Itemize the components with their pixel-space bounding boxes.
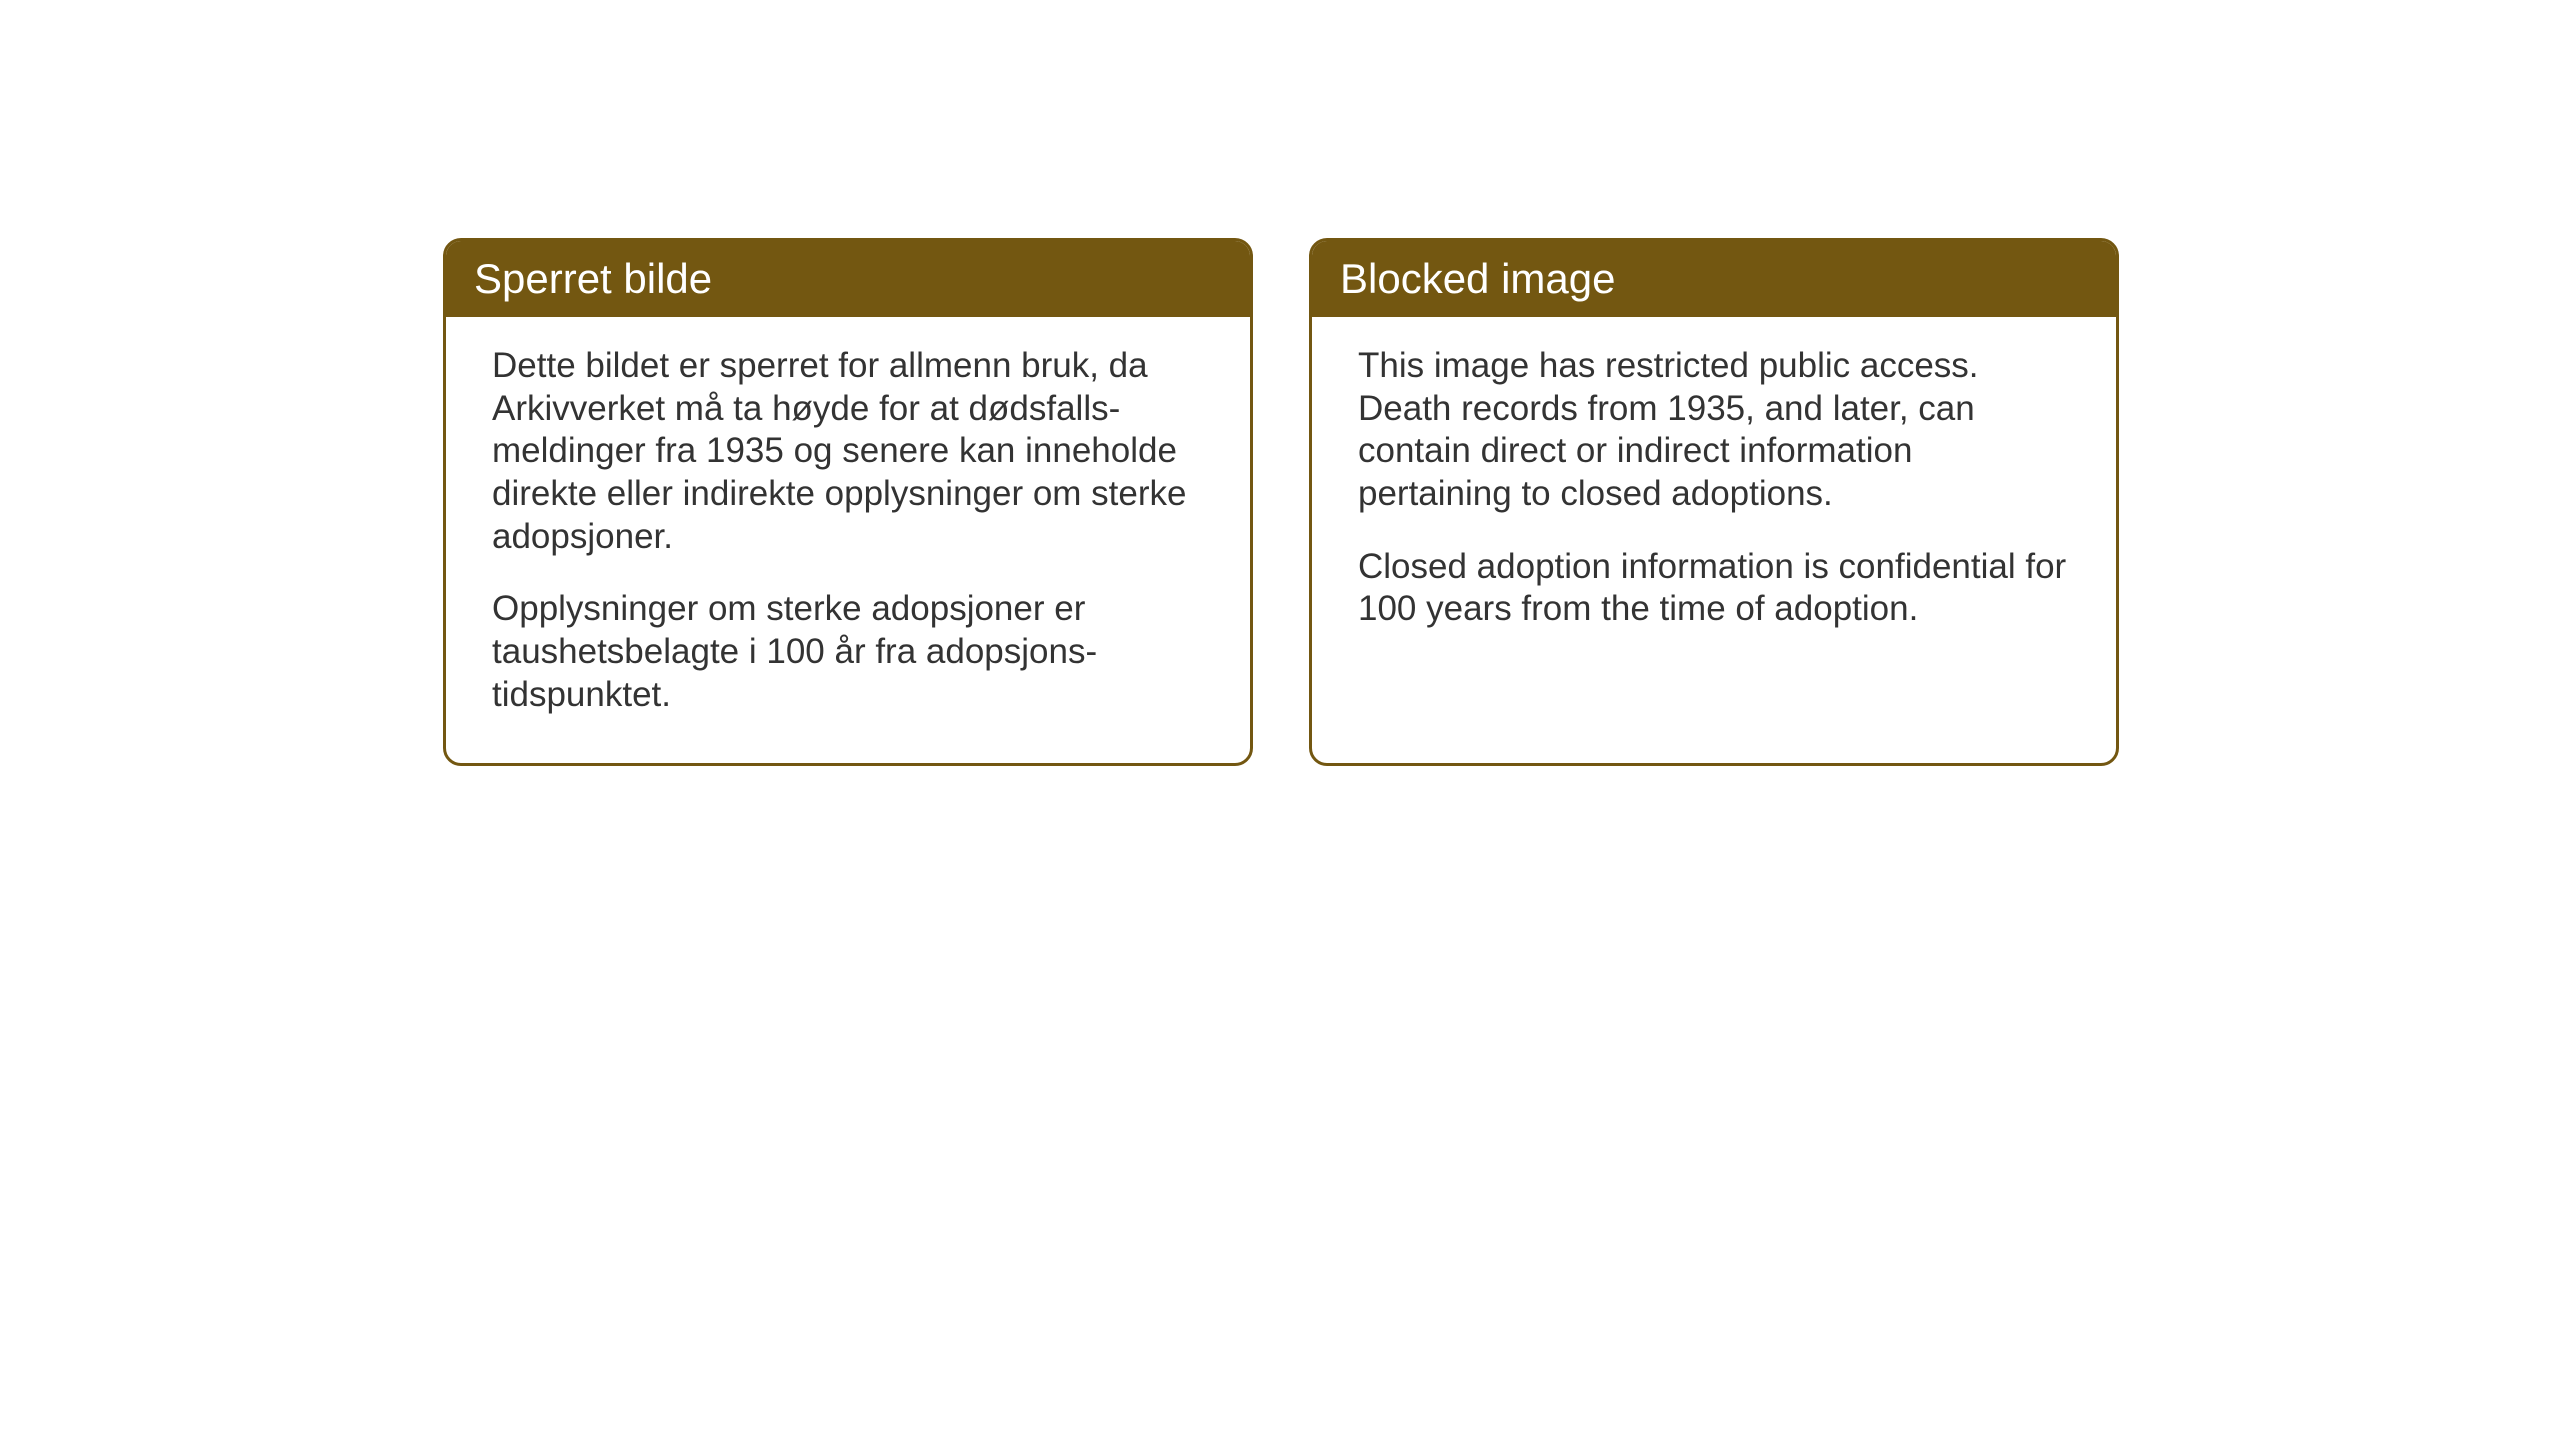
- norwegian-paragraph-2: Opplysninger om sterke adopsjoner er tau…: [492, 588, 1204, 716]
- cards-container: Sperret bilde Dette bildet er sperret fo…: [443, 238, 2119, 766]
- norwegian-paragraph-1: Dette bildet er sperret for allmenn bruk…: [492, 345, 1204, 558]
- english-card-body: This image has restricted public access.…: [1312, 317, 2116, 677]
- english-paragraph-2: Closed adoption information is confident…: [1358, 546, 2070, 631]
- norwegian-card: Sperret bilde Dette bildet er sperret fo…: [443, 238, 1253, 766]
- english-paragraph-1: This image has restricted public access.…: [1358, 345, 2070, 516]
- english-card-title: Blocked image: [1340, 255, 1615, 302]
- norwegian-card-title: Sperret bilde: [474, 255, 712, 302]
- english-card: Blocked image This image has restricted …: [1309, 238, 2119, 766]
- norwegian-card-body: Dette bildet er sperret for allmenn bruk…: [446, 317, 1250, 763]
- english-card-header: Blocked image: [1312, 241, 2116, 317]
- norwegian-card-header: Sperret bilde: [446, 241, 1250, 317]
